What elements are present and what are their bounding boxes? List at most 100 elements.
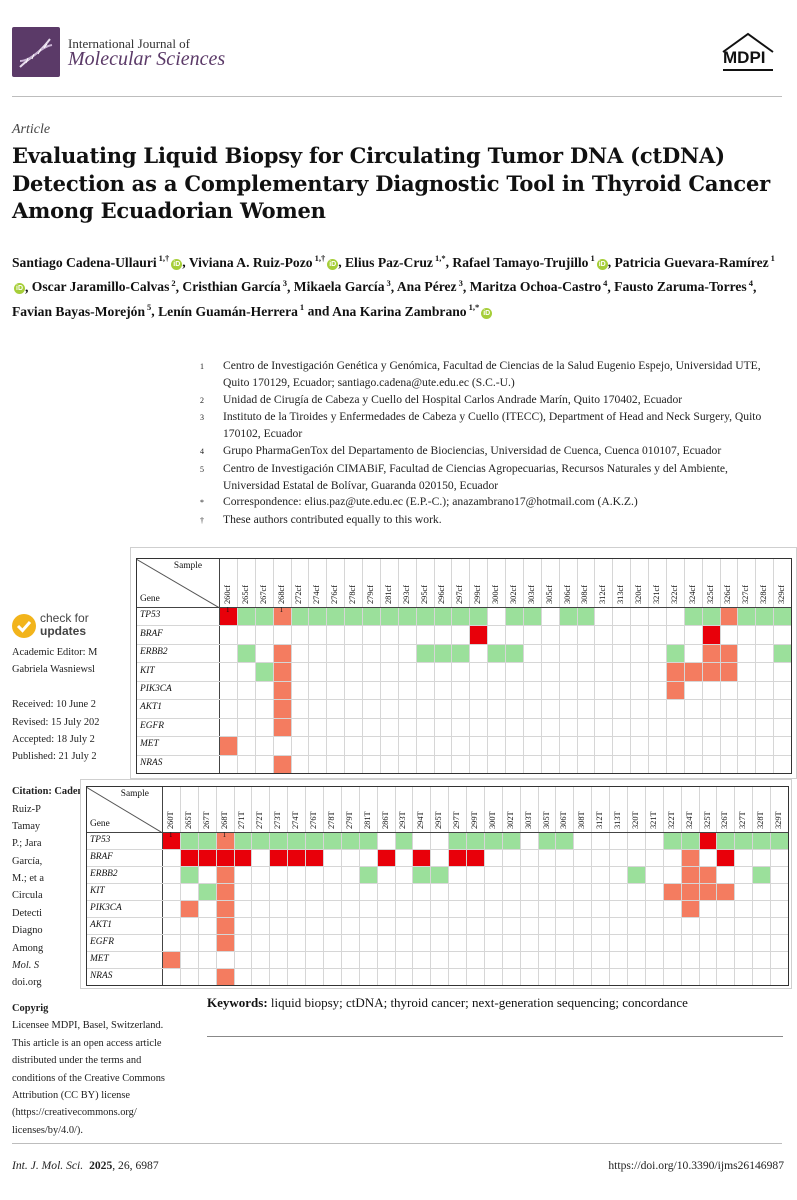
author[interactable]: Rafael Tamayo-Trujillo 1iD (452, 253, 608, 270)
orcid-icon[interactable]: iD (14, 283, 25, 295)
heatmap-gridline (290, 559, 292, 773)
heatmap-column-label: 294T (416, 811, 426, 829)
heatmap-cell (719, 607, 738, 626)
heatmap-gridline (719, 559, 721, 773)
author[interactable]: Santiago Cadena-Ullauri 1,†iD (12, 253, 183, 270)
author[interactable]: Viviana A. Ruiz-Pozo 1,†iD (189, 253, 339, 270)
heatmap-gridline (755, 559, 757, 773)
author-name: Maritza Ochoa-Castro (469, 279, 602, 295)
heatmap-cell (236, 643, 256, 663)
heatmap-cell (215, 849, 235, 867)
heatmap-cell (487, 643, 506, 663)
sidebar-line: Diagno (12, 925, 43, 937)
heatmap-cell (305, 832, 324, 850)
heatmap-cell (215, 900, 235, 918)
heatmap-cell (680, 866, 700, 884)
author[interactable]: Lenín Guamán-Herrera 1 (158, 302, 305, 319)
author-name: Ana Karina Zambrano (332, 303, 467, 319)
heatmap-gridline (680, 787, 682, 985)
heatmap-cell (219, 607, 238, 626)
heatmap-gridline (219, 559, 220, 773)
heatmap-gridline (627, 787, 629, 985)
heatmap-column-label: 328T (756, 811, 766, 829)
heatmap-column-label: 281T (362, 811, 372, 829)
keywords-text: liquid biopsy; ctDNA; thyroid cancer; ne… (270, 995, 688, 1010)
affiliation-text: Centro de Investigación CIMABiF, Faculta… (223, 461, 728, 492)
heatmap-gridline (662, 787, 664, 985)
author-affiliation-mark: 1 (299, 302, 305, 313)
heatmap-cell (179, 900, 199, 918)
heatmap-gridline (162, 787, 163, 985)
author[interactable]: Maritza Ochoa-Castro 4 (469, 278, 608, 295)
heatmap-gridline (558, 559, 560, 773)
heatmap-cell (701, 625, 720, 645)
affiliation-mark: * (200, 498, 204, 508)
sidebar-line: Revised: 15 July 202 (12, 716, 100, 728)
check-for-updates-link[interactable]: check for updates (40, 612, 89, 638)
heatmap-column-label: 329cf (777, 584, 787, 604)
heatmap-column-label: 293cf (401, 584, 411, 604)
doi-link[interactable]: https://doi.org/10.3390/ijms26146987 (608, 1159, 784, 1172)
author[interactable]: Mikaela García 3 (293, 278, 391, 295)
heatmap-cell (412, 866, 431, 884)
heatmap-gridline (137, 680, 791, 682)
heatmap-cell (269, 849, 288, 867)
heatmap-column-label: 313cf (616, 584, 626, 604)
heatmap-gridline (87, 900, 788, 901)
heatmap-cell (272, 662, 291, 682)
author[interactable]: Ana Pérez 3 (397, 278, 463, 295)
heatmap-row-label: ERBB2 (140, 647, 168, 658)
heatmap-gridline (137, 717, 791, 719)
sidebar-line: Accepted: 18 July 2 (12, 733, 95, 745)
heatmap-cell (179, 832, 199, 850)
heatmap-gridline (665, 559, 667, 773)
affiliation-item: 1 Centro de Investigación Genética y Genó… (200, 358, 785, 392)
author[interactable]: Cristhian García 3 (182, 278, 287, 295)
heatmap-cell (680, 883, 700, 901)
heatmap-cfdna: Sample Gene 260cf 265cf 267cf 268cf 272cf 274cf… (136, 558, 792, 774)
heatmap-column-label: 279T (344, 811, 354, 829)
orcid-icon[interactable]: iD (327, 258, 339, 270)
orcid-icon[interactable]: iD (171, 258, 183, 270)
sidebar-line: García, (12, 855, 43, 867)
author-name: Fausto Zaruma-Torres (614, 279, 747, 295)
heatmap-gridline (233, 787, 235, 985)
author[interactable]: Fausto Zaruma-Torres 4 (614, 278, 753, 295)
heatmap-gridline (137, 625, 791, 627)
author[interactable]: Favian Bayas-Morejón 5 (12, 302, 151, 319)
heatmap-cell (287, 849, 306, 867)
heatmap-cell (451, 607, 470, 626)
footer-journal: Int. J. Mol. Sci. (12, 1159, 84, 1172)
heatmap-cell (308, 607, 327, 626)
author[interactable]: Elius Paz-Cruz 1,* (345, 253, 446, 270)
heatmap-cell (272, 643, 291, 663)
heatmap-column-label: 297T (452, 811, 462, 829)
heatmap-cell (430, 866, 449, 884)
heatmap-tissue: Sample Gene 260T 265T 267T 268T 271T 272T 273T 27… (86, 786, 789, 986)
heatmap-cell (162, 951, 181, 969)
author[interactable]: Ana Karina Zambrano 1,*iD (332, 302, 493, 319)
heatmap-cell (522, 607, 542, 626)
author[interactable]: Patricia Guevara-Ramírez 1iD (12, 253, 775, 295)
heatmap-cell (448, 849, 467, 867)
heatmap-row-label: PIK3CA (140, 684, 172, 694)
heatmap-corner-sample: Sample (173, 561, 203, 571)
heatmap-gridline (87, 832, 788, 833)
heatmap-column-label: 267T (201, 811, 211, 829)
heatmap-gridline (591, 787, 593, 985)
keywords: Keywords: liquid biopsy; ctDNA; thyroid … (207, 995, 787, 1011)
heatmap-gridline (269, 787, 271, 985)
keywords-label: Keywords: (207, 995, 268, 1010)
check-for-updates-icon[interactable] (12, 614, 36, 638)
heatmap-row-label: TP53 (90, 834, 111, 845)
orcid-icon[interactable]: iD (481, 307, 493, 319)
heatmap-gridline (716, 787, 718, 985)
heatmap-cell (272, 607, 291, 626)
orcid-icon[interactable]: iD (596, 258, 608, 270)
heatmap-cell (701, 607, 720, 626)
heatmap-cell (716, 832, 735, 850)
heatmap-cell (215, 917, 235, 935)
author[interactable]: Oscar Jaramillo-Calvas 2 (32, 278, 176, 295)
heatmap-cell (272, 699, 291, 719)
author-name: Mikaela García (293, 279, 385, 295)
